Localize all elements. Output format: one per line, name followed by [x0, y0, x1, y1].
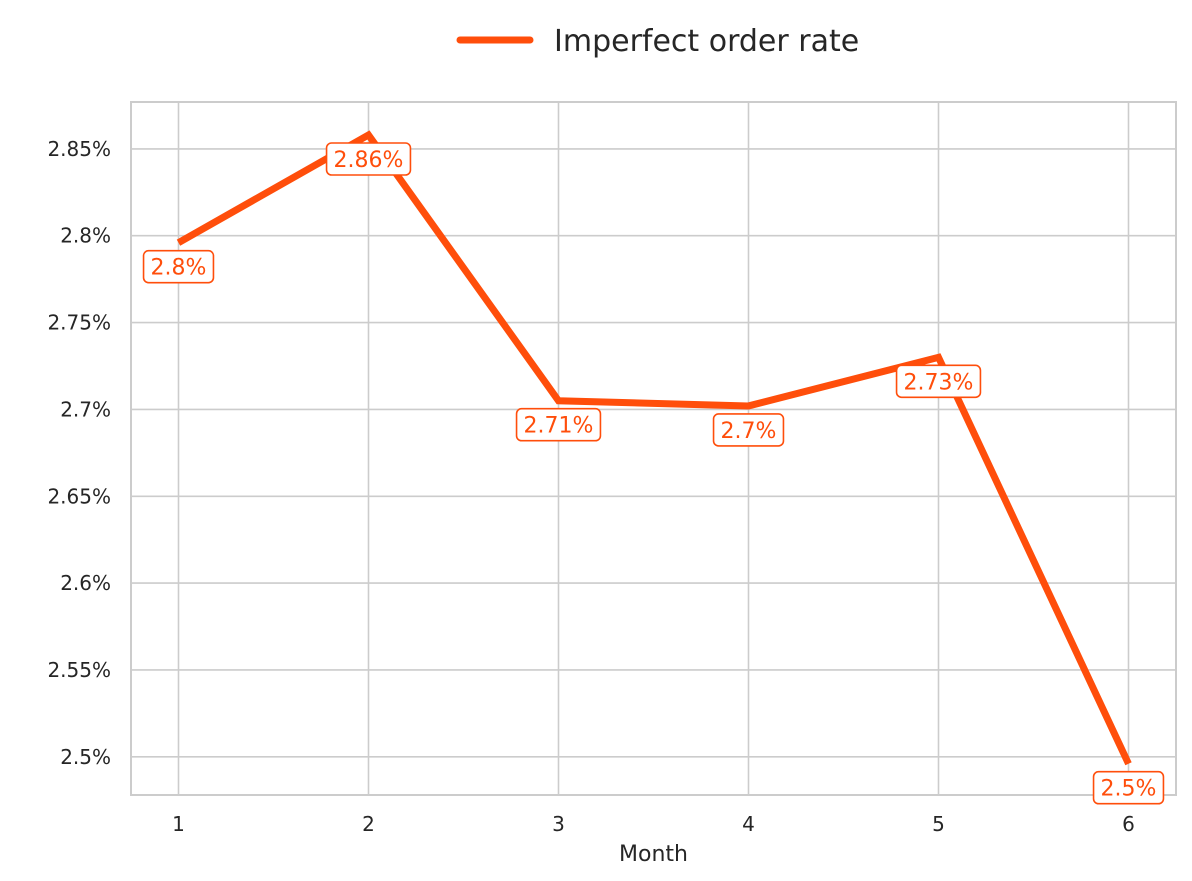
x-tick-label: 6	[1122, 812, 1135, 836]
data-label-box	[325, 142, 412, 176]
y-tick-label: 2.5%	[60, 745, 111, 769]
data-label-box	[142, 249, 215, 284]
y-axis: 2.5% 2.55% 2.6% 2.65% 2.7% 2.75% 2.8% 2.85%	[47, 137, 111, 769]
data-label-box	[712, 413, 785, 447]
y-tick-label: 2.8%	[60, 224, 111, 248]
x-tick-label: 5	[932, 812, 945, 836]
data-label-text: 2.7%	[721, 419, 777, 444]
plot-area	[130, 101, 1177, 796]
legend-label-imperfect-order-rate: Imperfect order rate	[554, 24, 859, 59]
y-tick-label: 2.85%	[47, 137, 111, 161]
data-label: 2.86%	[325, 142, 412, 176]
y-tick-label: 2.75%	[47, 311, 111, 335]
x-tick-label: 2	[362, 812, 375, 836]
data-label-text: 2.71%	[524, 414, 594, 439]
x-tick-label: 1	[172, 812, 185, 836]
y-tick-label: 2.6%	[60, 571, 111, 595]
data-label-box	[515, 407, 602, 442]
x-axis-title: Month	[619, 842, 688, 867]
x-axis: 1 2 3 4 5 6	[172, 812, 1135, 836]
legend: Imperfect order rate	[456, 24, 859, 59]
data-label: 2.7%	[712, 413, 785, 447]
y-tick-label: 2.7%	[60, 397, 111, 421]
y-tick-label: 2.55%	[47, 658, 111, 682]
x-tick-label: 4	[742, 812, 755, 836]
data-label-text: 2.86%	[334, 148, 404, 173]
x-tick-label: 3	[552, 812, 565, 836]
data-label-text: 2.8%	[151, 256, 207, 281]
data-labels: 2.8% 2.86% 2.71% 2.7% 2.73% 2.5%	[142, 142, 1165, 805]
y-tick-label: 2.65%	[47, 484, 111, 508]
data-label: 2.73%	[895, 364, 982, 399]
data-label-text: 2.5%	[1101, 777, 1157, 802]
data-label-text: 2.73%	[904, 370, 974, 395]
data-label-box	[1092, 770, 1165, 805]
data-label-box	[895, 364, 982, 399]
data-label: 2.8%	[142, 249, 215, 284]
data-label: 2.5%	[1092, 770, 1165, 805]
gridlines	[131, 102, 1176, 795]
data-label: 2.71%	[515, 407, 602, 442]
